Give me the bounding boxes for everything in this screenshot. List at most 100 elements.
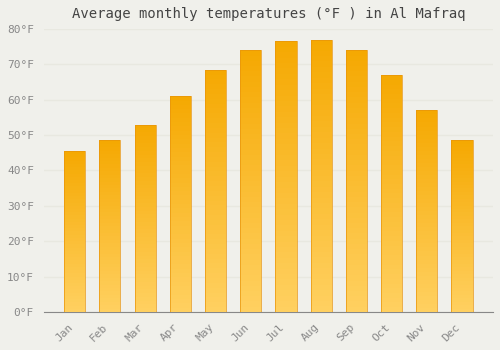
Bar [346, 155, 367, 160]
Bar [452, 308, 472, 312]
Bar [346, 71, 367, 76]
Bar [100, 140, 120, 312]
Bar [381, 127, 402, 132]
Bar [346, 103, 367, 108]
Bar [416, 304, 438, 308]
Bar [416, 231, 438, 235]
Bar [100, 175, 120, 178]
Bar [205, 138, 226, 142]
Bar [381, 241, 402, 246]
Bar [452, 168, 472, 171]
Bar [134, 188, 156, 192]
Bar [381, 118, 402, 122]
Bar [276, 79, 296, 85]
Bar [205, 196, 226, 201]
Bar [64, 302, 85, 306]
Bar [452, 233, 472, 237]
Bar [100, 161, 120, 164]
Bar [416, 114, 438, 118]
Bar [134, 226, 156, 230]
Bar [240, 50, 262, 56]
Bar [240, 239, 262, 244]
Bar [276, 41, 296, 47]
Bar [346, 118, 367, 124]
Bar [381, 260, 402, 265]
Bar [276, 101, 296, 106]
Bar [64, 199, 85, 203]
Bar [381, 175, 402, 179]
Bar [276, 301, 296, 307]
Bar [64, 193, 85, 196]
Bar [452, 278, 472, 281]
Bar [452, 237, 472, 240]
Bar [64, 180, 85, 183]
Bar [240, 155, 262, 160]
Bar [276, 274, 296, 280]
Bar [64, 190, 85, 193]
Bar [100, 226, 120, 230]
Bar [205, 234, 226, 239]
Bar [100, 298, 120, 302]
Bar [134, 166, 156, 169]
Bar [276, 85, 296, 90]
Bar [381, 80, 402, 84]
Bar [346, 134, 367, 139]
Bar [100, 178, 120, 182]
Bar [134, 169, 156, 173]
Bar [240, 260, 262, 265]
Bar [416, 268, 438, 272]
Bar [64, 254, 85, 257]
Bar [64, 283, 85, 286]
Bar [205, 254, 226, 259]
Bar [170, 195, 191, 200]
Bar [310, 72, 332, 78]
Bar [100, 171, 120, 175]
Bar [100, 195, 120, 199]
Bar [310, 274, 332, 279]
Bar [452, 257, 472, 260]
Bar [452, 219, 472, 223]
Bar [310, 214, 332, 219]
Bar [452, 188, 472, 192]
Bar [64, 241, 85, 244]
Bar [381, 293, 402, 298]
Bar [452, 202, 472, 205]
Bar [452, 209, 472, 212]
Bar [452, 171, 472, 175]
Bar [205, 123, 226, 128]
Bar [276, 171, 296, 177]
Bar [310, 99, 332, 105]
Bar [100, 185, 120, 188]
Bar [381, 250, 402, 255]
Bar [346, 212, 367, 218]
Bar [240, 66, 262, 71]
Bar [416, 223, 438, 227]
Bar [346, 291, 367, 296]
Bar [64, 174, 85, 177]
Bar [170, 239, 191, 243]
Bar [205, 172, 226, 176]
Bar [416, 243, 438, 247]
Bar [240, 207, 262, 212]
Bar [100, 202, 120, 205]
Bar [416, 167, 438, 171]
Bar [416, 296, 438, 300]
Bar [170, 265, 191, 269]
Bar [452, 305, 472, 308]
Bar [100, 267, 120, 271]
Bar [346, 296, 367, 301]
Bar [240, 92, 262, 97]
Bar [64, 309, 85, 312]
Bar [346, 56, 367, 61]
Bar [346, 275, 367, 281]
Bar [205, 278, 226, 283]
Bar [416, 126, 438, 131]
Bar [452, 247, 472, 250]
Bar [416, 147, 438, 151]
Bar [452, 295, 472, 298]
Bar [310, 170, 332, 176]
Bar [346, 166, 367, 171]
Bar [452, 230, 472, 233]
Bar [64, 161, 85, 164]
Bar [346, 186, 367, 191]
